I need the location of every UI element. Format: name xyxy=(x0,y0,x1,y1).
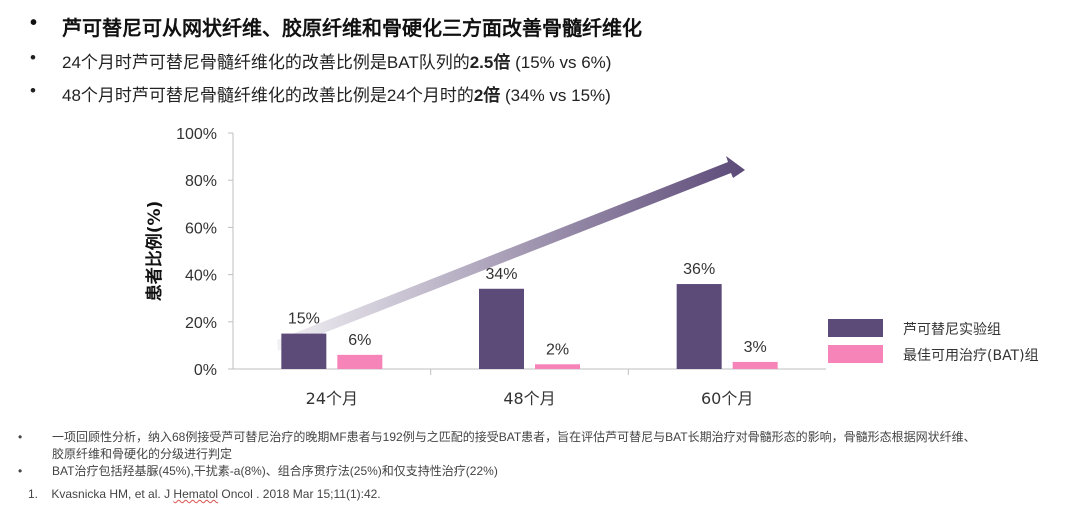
footnote-1-text: 一项回顾性分析，纳入68例接受芦可替尼治疗的晚期MF患者与192例与之匹配的接受… xyxy=(52,430,976,444)
reference-journal: Hematol xyxy=(173,487,219,501)
bar-ruxolitinib xyxy=(281,333,327,369)
y-tick-label: 60% xyxy=(185,220,217,237)
bullet-text-pre: 24个月时芦可替尼骨髓纤维化的改善比例是BAT队列的 xyxy=(62,53,470,72)
x-tick-label: 24个月 xyxy=(306,389,358,408)
x-tick-label: 60个月 xyxy=(701,389,753,408)
bullet-24-month-text: 24个月时芦可替尼骨髓纤维化的改善比例是BAT队列的2.5倍 (15% vs 6… xyxy=(62,48,611,73)
legend-label: 芦可替尼实验组 xyxy=(903,322,1001,338)
bar-data-label: 15% xyxy=(288,311,320,328)
reference: 1. Kvasnicka HM, et al. J Hematol Oncol … xyxy=(28,487,381,501)
y-tick-label: 100% xyxy=(176,126,217,143)
x-tick-label: 48个月 xyxy=(503,389,555,408)
bar-chart: 0% 20% 40% 60% 80% 100% 患者比例(%) 24个月 48个月 60个月 15… xyxy=(144,126,1039,408)
bullet-text-bold: 2倍 xyxy=(473,86,501,105)
bar-bat xyxy=(337,354,383,369)
bar-bat xyxy=(732,361,778,369)
bar-data-label: 3% xyxy=(744,339,767,356)
reference-text-pre: Kvasnicka HM, et al. J xyxy=(51,487,174,501)
bar-bat xyxy=(535,364,580,369)
trend-arrow-icon xyxy=(277,156,745,351)
y-tick-label: 0% xyxy=(194,362,217,379)
bar-data-label: 36% xyxy=(683,261,715,278)
reference-text-post: Oncol . 2018 Mar 15;11(1):42. xyxy=(218,487,381,501)
footnote-1-continued: 胶原纤维和骨硬化的分级进行判定 xyxy=(52,447,233,461)
footnote-2: • BAT治疗包括羟基脲(45%),干扰素-a(8%)、组合序贯疗法(25%)和仅… xyxy=(18,462,498,479)
bullet-text-bold: 2.5倍 xyxy=(469,53,511,72)
footnote-dot: • xyxy=(18,464,23,478)
bullet-text-post: (34% vs 15%) xyxy=(500,86,611,105)
bullet-dot: • xyxy=(30,48,36,67)
legend-label: 最佳可用治疗(BAT)组 xyxy=(903,348,1039,364)
bullet-text-post: (15% vs 6%) xyxy=(510,53,612,72)
bar-data-label: 6% xyxy=(348,332,371,349)
bar-ruxolitinib xyxy=(479,288,524,369)
bullet-dot: • xyxy=(30,12,38,34)
bullet-48-month-text: 48个月时芦可替尼骨髓纤维化的改善比例是24个月时的2倍 (34% vs 15%… xyxy=(62,81,611,106)
footnote-1: • 一项回顾性分析，纳入68例接受芦可替尼治疗的晚期MF患者与192例与之匹配的接… xyxy=(18,428,976,445)
bar-data-label: 2% xyxy=(546,341,569,358)
y-tick-label: 40% xyxy=(185,268,217,285)
y-tick-label: 20% xyxy=(185,315,217,332)
reference-number: 1. xyxy=(28,487,39,501)
footnote-2-text: BAT治疗包括羟基脲(45%),干扰素-a(8%)、组合序贯疗法(25%)和仅支… xyxy=(52,464,498,478)
headline-text: 芦可替尼可从网状纤维、胶原纤维和骨硬化三方面改善骨髓纤维化 xyxy=(62,18,642,40)
y-axis-title: 患者比例(%) xyxy=(144,201,165,302)
bar-data-label: 34% xyxy=(485,266,517,283)
legend-swatch xyxy=(828,319,883,337)
bullet-dot: • xyxy=(30,81,36,100)
bar-ruxolitinib xyxy=(676,284,722,369)
legend-swatch xyxy=(828,345,883,363)
footnote-dot: • xyxy=(18,430,23,444)
y-tick-label: 80% xyxy=(185,173,217,190)
bullet-text-pre: 48个月时芦可替尼骨髓纤维化的改善比例是24个月时的 xyxy=(62,86,474,105)
